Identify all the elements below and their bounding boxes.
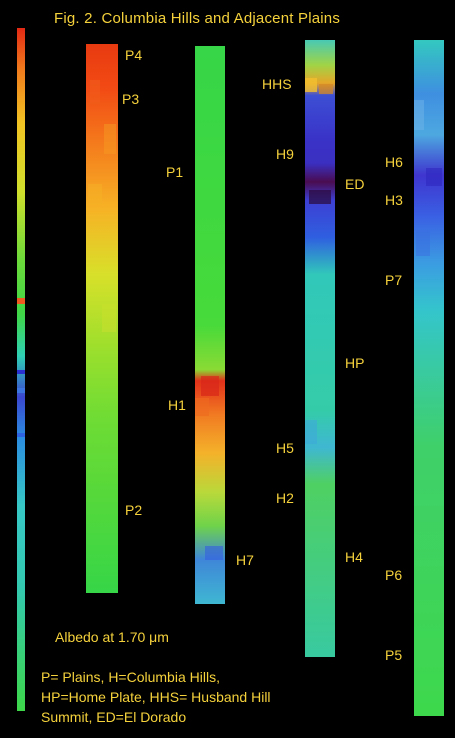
label-h6: H6 [385, 154, 403, 170]
label-ed: ED [345, 176, 365, 192]
legend-line-3: Summit, ED=El Dorado [41, 709, 187, 725]
strip-4 [414, 40, 444, 716]
label-p4: P4 [125, 47, 143, 63]
strip-3 [305, 40, 335, 657]
label-h5: H5 [276, 440, 294, 456]
label-p5: P5 [385, 647, 403, 663]
label-h3: H3 [385, 192, 403, 208]
label-hhs: HHS [262, 76, 292, 92]
legend-line-1: P= Plains, H=Columbia Hills, [41, 669, 220, 685]
figure-title: Fig. 2. Columbia Hills and Adjacent Plai… [54, 10, 341, 27]
label-p2: P2 [125, 502, 143, 518]
label-h1: H1 [168, 397, 186, 413]
label-p7: P7 [385, 272, 403, 288]
label-p6: P6 [385, 567, 403, 583]
strip-1 [86, 44, 118, 593]
albedo-scale-bar [17, 28, 25, 711]
albedo-label: Albedo at 1.70 μm [55, 629, 169, 645]
strip-2 [195, 46, 225, 604]
label-h7: H7 [236, 552, 254, 568]
label-h2: H2 [276, 490, 294, 506]
label-h9: H9 [276, 146, 294, 162]
label-hp: HP [345, 355, 365, 371]
legend-line-2: HP=Home Plate, HHS= Husband Hill [41, 689, 271, 705]
label-h4: H4 [345, 549, 363, 565]
label-p3: P3 [122, 91, 140, 107]
label-p1: P1 [166, 164, 184, 180]
